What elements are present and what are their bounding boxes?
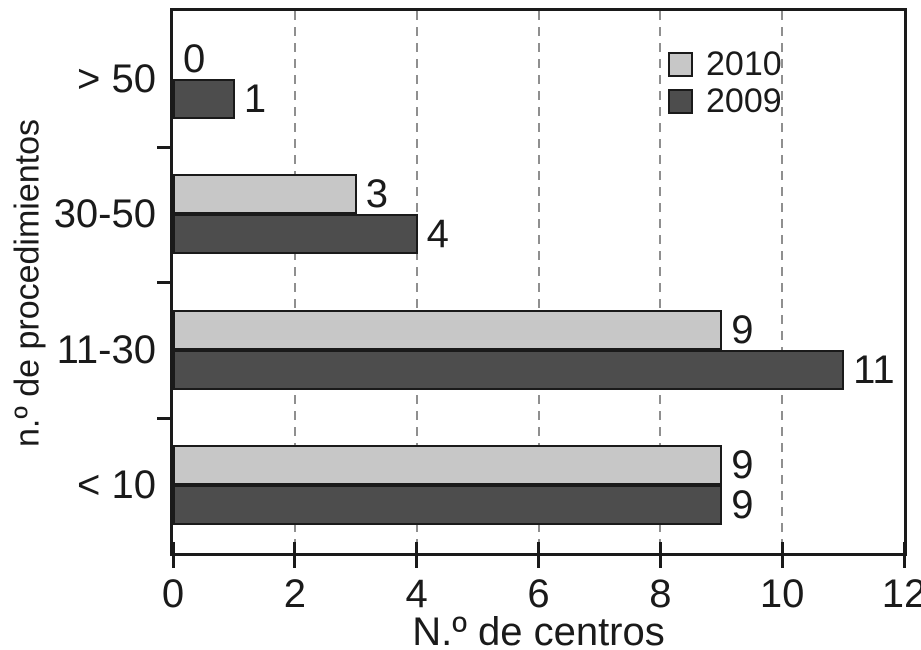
legend-label-2010: 2010 — [706, 45, 782, 83]
x-axis-tick — [658, 542, 662, 568]
x-axis-title: N.º de centros — [412, 610, 665, 650]
bar-2009 — [173, 78, 235, 119]
x-axis-tick — [780, 542, 784, 568]
gridline — [659, 11, 662, 553]
y-axis-tick — [157, 281, 170, 284]
legend-label-2009: 2009 — [706, 82, 782, 120]
x-axis-tick-label: 6 — [527, 572, 550, 616]
x-axis-tick-label: 8 — [649, 572, 672, 616]
category-label: 11-30 — [56, 327, 156, 372]
x-axis-tick — [902, 542, 906, 568]
y-axis-title: n.º de procedimientos — [8, 118, 47, 448]
x-axis-tick-label: 12 — [881, 572, 921, 616]
bar-value-label: 11 — [853, 347, 895, 392]
category-label: 30-50 — [53, 192, 156, 237]
gridline — [415, 11, 418, 553]
legend: 2010 2009 — [668, 45, 782, 124]
legend-swatch-2009 — [668, 88, 693, 114]
gridline — [537, 11, 540, 553]
x-axis-tick-label: 4 — [405, 572, 428, 616]
legend-entry-2009: 2009 — [668, 82, 782, 120]
bar-2009 — [173, 349, 845, 390]
bar-value-label: 0 — [183, 36, 206, 81]
bar-2010 — [173, 445, 723, 486]
x-axis-tick — [171, 542, 175, 568]
x-axis-tick — [293, 542, 297, 568]
plot-area: 0 1 3 4 9 11 9 9 — [170, 8, 907, 556]
legend-entry-2010: 2010 — [668, 45, 782, 83]
legend-swatch-2010 — [668, 51, 693, 77]
category-label: < 10 — [77, 463, 156, 508]
x-axis-tick-label: 0 — [161, 572, 185, 616]
bar-2010 — [173, 309, 723, 350]
category-label: > 50 — [77, 56, 156, 101]
bar-2009 — [173, 485, 723, 526]
bar-value-label: 1 — [243, 76, 267, 121]
x-axis-tick-label: 2 — [283, 572, 306, 616]
x-axis-tick — [415, 542, 419, 568]
x-axis-tick-label: 10 — [759, 572, 805, 616]
x-axis-tick — [537, 542, 540, 568]
bar-2009 — [173, 214, 418, 255]
y-axis-tick — [157, 416, 170, 420]
bar-value-label: 4 — [426, 212, 449, 257]
bar-value-label: 9 — [731, 307, 754, 352]
gridline — [781, 11, 784, 553]
bar-value-label: 9 — [731, 443, 754, 488]
bar-2010 — [173, 174, 357, 215]
bar-value-label: 9 — [731, 483, 754, 528]
bar-value-label: 3 — [365, 172, 388, 217]
y-axis-tick — [157, 145, 170, 149]
gridline — [293, 11, 296, 553]
